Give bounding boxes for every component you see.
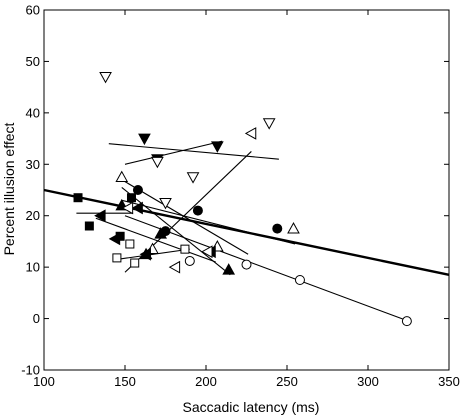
point-square-open <box>112 253 122 263</box>
point-triangle-left-filled <box>131 201 143 215</box>
x-tick-label: 350 <box>438 374 460 389</box>
point-triangle-up-filled <box>154 227 167 239</box>
point-triangle-down-open <box>159 197 172 210</box>
point-triangle-down-filled <box>138 133 151 146</box>
fit-lines <box>43 140 450 322</box>
fit-line-triangle-down-open <box>108 143 279 160</box>
x-tick-label: 300 <box>357 374 379 389</box>
point-square-filled <box>73 193 83 203</box>
point-square-filled <box>126 193 136 203</box>
fit-line-square-open <box>116 248 190 260</box>
point-triangle-left-filled <box>139 247 151 261</box>
point-circle-open <box>241 259 252 270</box>
point-triangle-left-filled <box>108 232 121 246</box>
point-triangle-left-filled <box>94 209 106 223</box>
overall-fit-line <box>43 188 450 277</box>
y-tick-label: 50 <box>26 54 40 69</box>
point-triangle-down-open <box>262 118 276 130</box>
fit-line-circle-filled <box>121 179 249 255</box>
x-tick-label: 200 <box>195 374 217 389</box>
fit-line-triangle-down-filled <box>124 140 223 165</box>
point-triangle-up-open <box>287 222 300 234</box>
y-tick-label: 20 <box>26 208 40 223</box>
x-tick-label: 150 <box>114 374 136 389</box>
y-tick-label: 40 <box>26 105 40 120</box>
point-circle-filled <box>132 185 143 195</box>
x-axis-label: Saccadic latency (ms) <box>183 399 320 415</box>
point-circle-open <box>401 316 412 327</box>
point-square-open <box>125 239 135 249</box>
point-triangle-down-open <box>186 172 200 184</box>
point-circle-filled <box>192 205 203 216</box>
point-triangle-up-filled <box>222 263 236 275</box>
point-triangle-down-open <box>99 71 112 84</box>
point-triangle-left-open <box>244 127 257 140</box>
point-triangle-up-open <box>115 170 129 183</box>
point-circle-open <box>184 255 195 266</box>
data-markers <box>73 71 412 327</box>
y-tick-label: 60 <box>26 3 40 18</box>
x-tick-label: 250 <box>276 374 298 389</box>
fit-line-triangle-left-filled <box>95 217 216 263</box>
point-circle-open <box>294 275 305 285</box>
y-tick-label: 0 <box>33 311 40 326</box>
plot-area <box>43 9 450 371</box>
point-square-open <box>130 258 140 268</box>
x-axis: 100 150 200 250 300 350 <box>33 10 460 389</box>
point-square-open <box>180 244 190 254</box>
y-tick-label: -10 <box>21 363 40 378</box>
y-axis-label: Percent illusion effect <box>1 122 17 255</box>
point-triangle-down-filled <box>210 141 224 153</box>
point-triangle-left-open <box>168 260 181 274</box>
point-triangle-left-open <box>201 245 213 259</box>
plot-frame <box>43 9 450 371</box>
y-tick-label: 30 <box>26 157 40 172</box>
point-square-filled <box>84 221 94 231</box>
y-axis: -10 0 10 20 30 40 50 60 <box>21 3 449 378</box>
x-tick-label: 100 <box>33 374 55 389</box>
y-tick-label: 10 <box>26 260 40 275</box>
fit-line-circle-open <box>124 215 409 322</box>
point-circle-filled <box>272 223 283 234</box>
point-triangle-down-open <box>151 156 164 169</box>
point-triangle-left-open <box>121 201 134 215</box>
